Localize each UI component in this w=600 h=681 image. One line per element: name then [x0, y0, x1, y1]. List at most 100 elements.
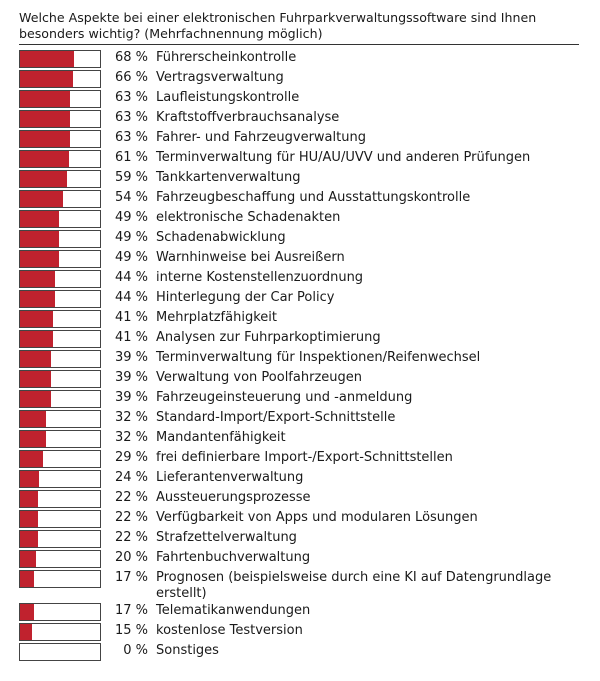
bar-track [19, 290, 101, 308]
bar [20, 191, 64, 207]
bar [20, 231, 60, 247]
bar [20, 511, 38, 527]
bar-chart: 68 % Führerscheinkontrolle 66 % Vertragsver… [19, 49, 579, 662]
bar-row: 63 % Kraftstoffverbrauchsanalyse [19, 109, 579, 129]
value-label: 32 % [114, 410, 148, 425]
bar-track [19, 230, 101, 248]
bar-row: 54 % Fahrzeugbeschaffung und Ausstattungs… [19, 189, 579, 209]
category-label: Analysen zur Fuhrparkoptimierung [156, 330, 381, 345]
bar-row: 44 % Hinterlegung der Car Policy [19, 289, 579, 309]
bar-track [19, 170, 101, 188]
category-label: frei definierbare Import-/Export-Schnitt… [156, 450, 453, 465]
bar-track [19, 643, 101, 661]
bar-row: 39 % Fahrzeugeinsteuerung und -anmeldung [19, 389, 579, 409]
bar-track [19, 490, 101, 508]
value-label: 32 % [114, 430, 148, 445]
bar [20, 171, 68, 187]
category-label: Warnhinweise bei Ausreißern [156, 250, 345, 265]
category-label: Führerscheinkontrolle [156, 50, 297, 65]
category-label: Hinterlegung der Car Policy [156, 290, 335, 305]
bar [20, 291, 56, 307]
bar-row: 22 % Strafzettelverwaltung [19, 529, 579, 549]
bar [20, 391, 52, 407]
value-label: 0 % [123, 643, 148, 658]
bar-row: 66 % Vertragsverwaltung [19, 69, 579, 89]
value-label: 63 % [114, 110, 148, 125]
bar-row: 32 % Mandantenfähigkeit [19, 429, 579, 449]
bar-track [19, 330, 101, 348]
bar-row: 39 % Terminverwaltung für Inspektionen/Re… [19, 349, 579, 369]
bar-track [19, 90, 101, 108]
bar-track [19, 390, 101, 408]
category-label: Fahrzeugeinsteuerung und -anmeldung [156, 390, 413, 405]
bar-track [19, 130, 101, 148]
value-label: 22 % [114, 510, 148, 525]
bar-track [19, 110, 101, 128]
category-label: elektronische Schadenakten [156, 210, 341, 225]
category-label: Aussteuerungsprozesse [156, 490, 311, 505]
bar [20, 371, 52, 387]
bar-track [19, 210, 101, 228]
category-label: Sonstiges [156, 643, 219, 658]
category-label: Standard-Import/Export-Schnittstelle [156, 410, 396, 425]
value-label: 41 % [114, 330, 148, 345]
bar-track [19, 250, 101, 268]
value-label: 68 % [114, 50, 148, 65]
value-label: 29 % [114, 450, 148, 465]
value-label: 49 % [114, 250, 148, 265]
value-label: 39 % [114, 370, 148, 385]
value-label: 20 % [114, 550, 148, 565]
bar [20, 331, 53, 347]
bar [20, 151, 69, 167]
bar [20, 71, 73, 87]
category-label: Terminverwaltung für HU/AU/UVV und ander… [156, 150, 531, 165]
value-label: 15 % [114, 623, 148, 638]
bar [20, 471, 40, 487]
bar-row: 41 % Mehrplatzfähigkeit [19, 309, 579, 329]
bar-row: 63 % Fahrer- und Fahrzeugverwaltung [19, 129, 579, 149]
bar-track [19, 603, 101, 621]
category-label: Fahrer- und Fahrzeugverwaltung [156, 130, 366, 145]
bar-track [19, 50, 101, 68]
bar-track [19, 270, 101, 288]
value-label: 17 % [114, 603, 148, 618]
category-label: Prognosen (beispielsweise durch eine KI … [156, 570, 552, 601]
bar-row: 22 % Aussteuerungsprozesse [19, 489, 579, 509]
category-label: Verfügbarkeit von Apps und modularen Lös… [156, 510, 478, 525]
value-label: 22 % [114, 490, 148, 505]
bar-track [19, 350, 101, 368]
bar-track [19, 510, 101, 528]
bar [20, 411, 46, 427]
bar [20, 251, 60, 267]
category-label: Kraftstoffverbrauchsanalyse [156, 110, 340, 125]
value-label: 44 % [114, 290, 148, 305]
value-label: 39 % [114, 350, 148, 365]
category-label: Fahrzeugbeschaffung und Ausstattungskont… [156, 190, 471, 205]
bar-row: 17 % Prognosen (beispielsweise durch eine… [19, 569, 579, 602]
bar-track [19, 470, 101, 488]
bar [20, 131, 71, 147]
bar [20, 311, 53, 327]
bar [20, 111, 71, 127]
value-label: 61 % [114, 150, 148, 165]
category-label: Fahrtenbuchverwaltung [156, 550, 311, 565]
bar [20, 624, 32, 640]
bar-track [19, 150, 101, 168]
bar [20, 351, 52, 367]
bar-row: 63 % Laufleistungskontrolle [19, 89, 579, 109]
value-label: 22 % [114, 530, 148, 545]
bar-track [19, 623, 101, 641]
value-label: 24 % [114, 470, 148, 485]
bar-row: 24 % Lieferantenverwaltung [19, 469, 579, 489]
bar-track [19, 430, 101, 448]
value-label: 41 % [114, 310, 148, 325]
category-label: Mandantenfähigkeit [156, 430, 286, 445]
category-label: Tankkartenverwaltung [156, 170, 301, 185]
bar-track [19, 570, 101, 588]
value-label: 39 % [114, 390, 148, 405]
bar-track [19, 310, 101, 328]
bar [20, 604, 34, 620]
bar [20, 451, 44, 467]
bar-row: 61 % Terminverwaltung für HU/AU/UVV und a… [19, 149, 579, 169]
bar-track [19, 450, 101, 468]
